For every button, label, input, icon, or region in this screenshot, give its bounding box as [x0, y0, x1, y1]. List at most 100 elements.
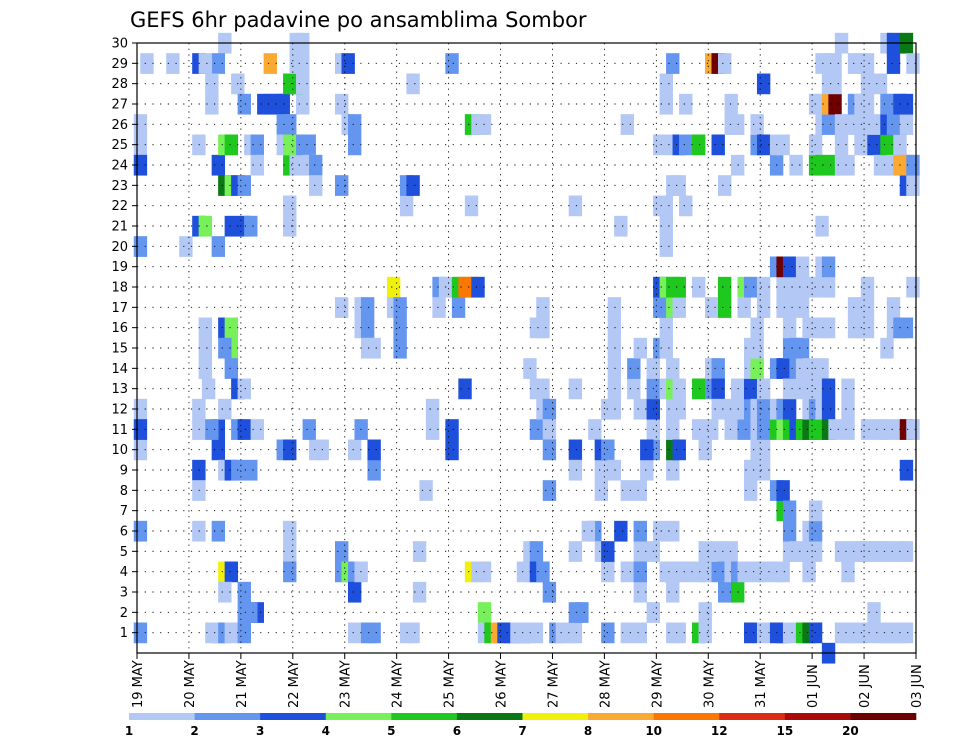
- x-tick-label: 24 MAY: [391, 660, 406, 708]
- heatmap-cell: [620, 561, 635, 583]
- heatmap-cell: [906, 175, 920, 196]
- heatmap-cell: [412, 581, 427, 603]
- heatmap-cell: [445, 419, 459, 440]
- x-tick-label: 26 MAY: [495, 660, 510, 708]
- legend-swatch: [456, 713, 523, 720]
- heatmap-cell: [633, 581, 647, 603]
- x-tick-label: 29 MAY: [650, 660, 665, 708]
- heatmap-cell: [867, 114, 881, 135]
- heatmap-cell: [211, 236, 226, 257]
- heatmap-cell: [309, 175, 323, 196]
- heatmap-cell: [906, 53, 920, 74]
- heatmap-cell: [529, 622, 544, 644]
- heatmap-cell: [516, 561, 531, 583]
- legend-swatch: [129, 713, 195, 720]
- y-tick-label: 9: [120, 464, 128, 479]
- heatmap-cell: [218, 337, 232, 359]
- heatmap-cell: [821, 378, 836, 400]
- heatmap-cell: [594, 480, 609, 501]
- heatmap-cell: [627, 358, 641, 379]
- heatmap-cell: [906, 154, 920, 176]
- legend-label: 7: [518, 724, 526, 738]
- heatmap-cell: [743, 459, 758, 481]
- heatmap-cell: [795, 256, 810, 278]
- heatmap-cell: [880, 419, 894, 440]
- heatmap-cell: [860, 317, 875, 339]
- heatmap-cell: [737, 561, 751, 583]
- y-tick-label: 16: [111, 321, 128, 336]
- heatmap-cell: [880, 134, 894, 156]
- heatmap-cell: [711, 398, 725, 420]
- heatmap-cell: [205, 419, 219, 440]
- heatmap-cell: [743, 622, 758, 644]
- heatmap-cell: [724, 419, 738, 440]
- heatmap-cell: [542, 480, 557, 501]
- heatmap-cell: [698, 439, 712, 461]
- heatmap-cell: [672, 276, 686, 298]
- y-tick-label: 24: [111, 159, 128, 174]
- heatmap-cell: [205, 93, 219, 115]
- heatmap-cell: [335, 541, 349, 562]
- heatmap-cell: [782, 297, 797, 318]
- heatmap-cell: [659, 93, 673, 115]
- heatmap-cell: [445, 439, 459, 461]
- heatmap-cell: [841, 378, 855, 400]
- y-tick-label: 28: [111, 77, 128, 92]
- y-tick-label: 15: [111, 342, 128, 357]
- x-tick-label: 03 JUN: [910, 664, 925, 708]
- y-tick-label: 30: [111, 37, 128, 52]
- legend-label: 8: [584, 724, 592, 738]
- heatmap-cell: [821, 398, 836, 420]
- heatmap-cell: [828, 73, 842, 95]
- heatmap-cell: [140, 53, 154, 74]
- heatmap-cell: [432, 297, 446, 318]
- heatmap-cell: [607, 378, 622, 400]
- heatmap-cell: [237, 581, 251, 603]
- heatmap-cell: [179, 236, 193, 257]
- y-tick-label: 4: [120, 565, 128, 580]
- heatmap-cell: [211, 439, 226, 461]
- heatmap-cell: [653, 520, 667, 542]
- heatmap-cell: [536, 561, 550, 583]
- heatmap-cell: [756, 297, 771, 318]
- legend-swatch: [653, 713, 720, 720]
- heatmap-cell: [237, 419, 251, 440]
- heatmap-cell: [899, 622, 914, 644]
- heatmap-cell: [789, 154, 803, 176]
- x-tick-label: 02 JUN: [858, 664, 873, 708]
- x-tick-label: 25 MAY: [443, 660, 458, 708]
- x-tick-label: 28 MAY: [598, 660, 613, 708]
- heatmap-cell: [445, 53, 459, 74]
- heatmap-cell: [263, 53, 277, 74]
- heatmap-cell: [633, 622, 647, 644]
- x-tick-label: 21 MAY: [235, 660, 250, 708]
- heatmap-cell: [743, 378, 758, 400]
- heatmap-cell: [607, 317, 622, 339]
- heatmap-cell: [367, 622, 381, 644]
- heatmap-cell: [756, 439, 771, 461]
- heatmap-cell: [692, 276, 706, 298]
- legend-swatch: [850, 713, 917, 720]
- x-tick-label: 23 MAY: [339, 660, 354, 708]
- heatmap-cell: [705, 419, 719, 440]
- heatmap-cell: [679, 561, 693, 583]
- heatmap-cell: [692, 134, 706, 156]
- heatmap-cell: [802, 317, 816, 339]
- heatmap-cell: [211, 53, 226, 74]
- heatmap-cell: [737, 419, 751, 440]
- heatmap-cell: [360, 297, 375, 318]
- heatmap-cell: [782, 256, 797, 278]
- heatmap-cell: [594, 459, 609, 481]
- heatmap-cell: [568, 439, 583, 461]
- legend-label: 20: [842, 724, 859, 738]
- heatmap-cell: [782, 500, 797, 522]
- heatmap-cell: [756, 276, 771, 298]
- heatmap-cell: [347, 134, 362, 156]
- heatmap-cell: [347, 114, 362, 135]
- heatmap-cell: [471, 276, 485, 298]
- heatmap-cell: [296, 73, 310, 95]
- heatmap-cell: [633, 541, 647, 562]
- heatmap-cell: [659, 317, 673, 339]
- heatmap-cell: [201, 378, 216, 400]
- x-tick-label: 31 MAY: [754, 660, 769, 708]
